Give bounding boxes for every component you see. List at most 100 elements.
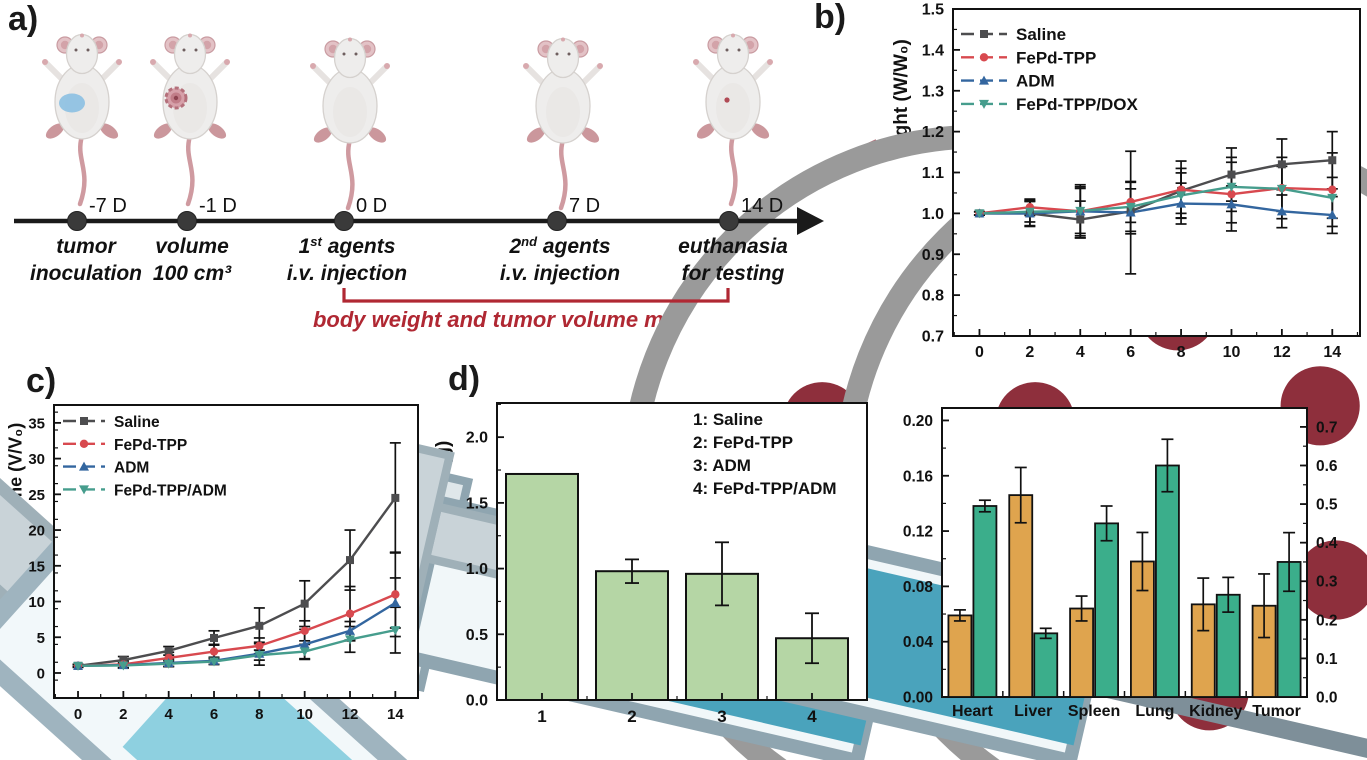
svg-text:1.5: 1.5 <box>466 495 488 512</box>
tumor-icon <box>166 88 186 108</box>
svg-text:4: 4 <box>807 707 817 726</box>
svg-text:Saline: Saline <box>1016 25 1066 44</box>
svg-text:3: ADM: 3: ADM <box>693 456 751 475</box>
svg-text:10: 10 <box>1223 344 1241 361</box>
timeline-caption: volume <box>155 235 229 258</box>
svg-text:Kidney: Kidney <box>1189 703 1242 720</box>
svg-text:FePd-TPP: FePd-TPP <box>114 437 187 454</box>
timeline-caption: 100 cm³ <box>153 262 232 285</box>
timeline-diagram: -7 D tumor inoculation -1 D volume 100 cm³ 0 D… <box>14 195 824 285</box>
svg-text:2: 2 <box>1025 344 1034 361</box>
timeline-caption: for testing <box>682 262 785 285</box>
svg-text:4: FePd-TPP/ADM: 4: FePd-TPP/ADM <box>693 479 837 498</box>
svg-text:0.9: 0.9 <box>922 247 944 264</box>
svg-text:0.7: 0.7 <box>1316 419 1338 436</box>
svg-text:0.00: 0.00 <box>903 690 933 707</box>
svg-text:2.0: 2.0 <box>466 430 488 447</box>
mouse-illustration-2 <box>150 34 230 205</box>
svg-text:1: 1 <box>537 707 546 726</box>
svg-text:0.08: 0.08 <box>903 579 934 596</box>
svg-text:25: 25 <box>28 487 45 504</box>
svg-text:15: 15 <box>28 558 45 575</box>
svg-text:0: 0 <box>74 706 82 723</box>
tumor-inoculation-site <box>59 93 85 113</box>
svg-text:ADM: ADM <box>1016 72 1055 91</box>
tumor-volume-chart: 0 2 4 6 8 10 12 14 0 5 10 15 20 25 30 35 Saline FePd-TPP A… <box>28 404 419 723</box>
svg-text:0.7: 0.7 <box>922 329 944 346</box>
biodistribution-chart: 0.00 0.04 0.08 0.12 0.16 0.20 0.0 0.1 0.2 0.3 0.4 0… <box>903 407 1338 720</box>
timeline-arrowhead <box>797 207 824 235</box>
timeline-caption: tumor <box>56 235 117 258</box>
panel-a-label: a) <box>8 0 39 38</box>
timeline-caption: 1st agents <box>299 234 396 258</box>
svg-text:4: 4 <box>165 706 174 723</box>
svg-text:1: Saline: 1: Saline <box>693 410 763 429</box>
timeline-day-label: -1 D <box>199 195 237 217</box>
timeline-caption: inoculation <box>30 262 142 285</box>
svg-text:35: 35 <box>28 415 45 432</box>
svg-text:FePd-TPP/DOX: FePd-TPP/DOX <box>1016 95 1139 114</box>
svg-text:6: 6 <box>210 706 218 723</box>
svg-text:FePd-TPP/ADM: FePd-TPP/ADM <box>114 482 227 499</box>
svg-text:Tumor: Tumor <box>1252 703 1301 720</box>
svg-text:14: 14 <box>387 706 404 723</box>
timeline-day-label: 14 D <box>741 195 783 217</box>
svg-text:0.12: 0.12 <box>903 524 933 541</box>
svg-text:0.8: 0.8 <box>922 288 944 305</box>
svg-text:0.2: 0.2 <box>1316 612 1338 629</box>
svg-text:Saline: Saline <box>114 414 160 431</box>
svg-text:0: 0 <box>37 665 45 682</box>
panel-b-label: b) <box>814 0 847 36</box>
timeline-caption: i.v. injection <box>500 262 620 285</box>
svg-text:Heart: Heart <box>952 703 994 720</box>
svg-text:30: 30 <box>28 451 45 468</box>
svg-text:0.6: 0.6 <box>1316 458 1338 475</box>
svg-text:0.5: 0.5 <box>466 627 488 644</box>
svg-text:0.20: 0.20 <box>903 413 933 430</box>
timeline-caption: 2nd agents <box>508 234 610 258</box>
timeline-caption: i.v. injection <box>287 262 407 285</box>
svg-text:Spleen: Spleen <box>1068 703 1120 720</box>
svg-text:3: 3 <box>717 707 726 726</box>
svg-text:10: 10 <box>296 706 313 723</box>
timeline-dot <box>67 211 87 231</box>
timeline-dot <box>177 211 197 231</box>
svg-text:1.4: 1.4 <box>922 42 944 59</box>
svg-text:0.1: 0.1 <box>1316 651 1338 668</box>
timeline-dot <box>334 211 354 231</box>
svg-text:1.2: 1.2 <box>922 124 944 141</box>
svg-text:1.3: 1.3 <box>922 83 944 100</box>
svg-text:4: 4 <box>1076 344 1085 361</box>
tumor-weight-chart: 0.0 0.5 1.0 1.5 2.0 1 2 3 4 1: Saline 2: FePd-TPP 3… <box>466 402 868 726</box>
timeline-day-label: 0 D <box>356 195 387 217</box>
svg-text:0.0: 0.0 <box>466 693 488 710</box>
svg-text:0: 0 <box>975 344 984 361</box>
svg-text:2: 2 <box>119 706 127 723</box>
mouse-illustration-1 <box>0 34 752 760</box>
svg-text:Liver: Liver <box>1014 703 1052 720</box>
svg-text:12: 12 <box>342 706 359 723</box>
svg-text:20: 20 <box>28 523 45 540</box>
svg-text:6: 6 <box>1126 344 1135 361</box>
svg-text:8: 8 <box>255 706 263 723</box>
svg-text:0.4: 0.4 <box>1316 535 1338 552</box>
svg-text:FePd-TPP: FePd-TPP <box>1016 48 1096 67</box>
timeline-caption: euthanasia <box>678 235 788 258</box>
body-weight-chart: 0 2 4 6 8 10 12 14 0.7 0.8 0.9 1.0 1.1 1.2 1.3 1.4 1.5 Sa… <box>922 2 1361 361</box>
svg-text:ADM: ADM <box>114 460 149 477</box>
svg-text:1.0: 1.0 <box>922 206 944 223</box>
svg-text:8: 8 <box>1177 344 1186 361</box>
svg-text:10: 10 <box>28 594 45 611</box>
svg-text:14: 14 <box>1323 344 1341 361</box>
svg-text:2: FePd-TPP: 2: FePd-TPP <box>693 433 793 452</box>
svg-text:5: 5 <box>37 630 45 647</box>
timeline-day-label: -7 D <box>89 195 127 217</box>
svg-text:0.16: 0.16 <box>903 468 934 485</box>
svg-text:Lung: Lung <box>1135 703 1174 720</box>
svg-text:1.1: 1.1 <box>922 165 944 182</box>
svg-text:2: 2 <box>627 707 636 726</box>
svg-text:1.0: 1.0 <box>466 561 488 578</box>
svg-text:0.0: 0.0 <box>1316 690 1338 707</box>
